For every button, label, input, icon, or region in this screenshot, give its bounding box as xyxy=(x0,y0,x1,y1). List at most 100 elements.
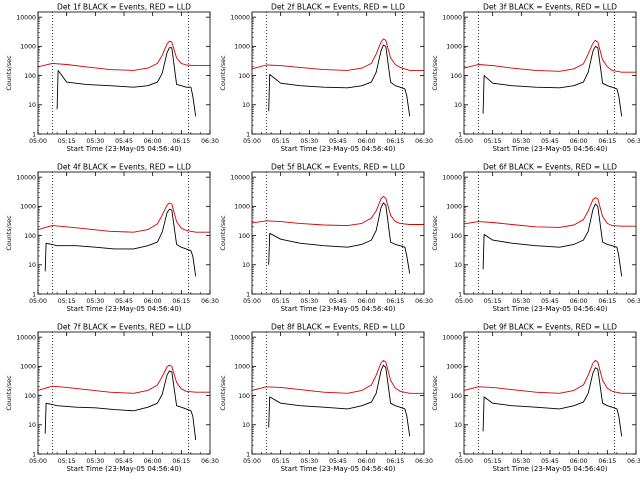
y-axis-label: Counts/sec xyxy=(5,375,13,411)
y-tick-label: 1 xyxy=(458,131,462,138)
x-tick-label: 05:00 xyxy=(243,298,261,305)
events-series-line xyxy=(482,45,623,117)
panel-title: Det 6f BLACK = Events, RED = LLD xyxy=(483,163,617,172)
lld-series-line xyxy=(251,195,424,227)
x-axis-label: Start Time (23-May-05 04:56:40) xyxy=(492,305,607,313)
x-tick-label: 06:15 xyxy=(172,138,190,145)
x-axis-label: Start Time (23-May-05 04:56:40) xyxy=(66,145,181,153)
y-tick-label: 1000 xyxy=(20,44,36,51)
x-tick-label: 05:15 xyxy=(484,458,502,465)
detector-panel-1: Det 1f BLACK = Events, RED = LLD 05:00 05:… xyxy=(5,3,219,154)
panel-title: Det 5f BLACK = Events, RED = LLD xyxy=(271,163,405,172)
x-tick-label: 06:15 xyxy=(386,138,404,145)
y-tick-label: 10 xyxy=(242,102,250,109)
x-tick-label: 05:45 xyxy=(115,458,133,465)
x-tick-label: 05:15 xyxy=(272,458,290,465)
y-axis-label: Counts/sec xyxy=(219,55,227,91)
x-axis-label: Start Time (23-May-05 04:56:40) xyxy=(280,465,395,473)
x-tick-label: 06:00 xyxy=(144,138,162,145)
y-tick-label: 10 xyxy=(454,262,462,269)
x-tick-label: 06:30 xyxy=(415,298,433,305)
x-tick-label: 06:30 xyxy=(201,138,219,145)
x-axis-label: Start Time (23-May-05 04:56:40) xyxy=(492,145,607,153)
x-tick-label: 06:15 xyxy=(172,298,190,305)
x-tick-label: 05:00 xyxy=(29,298,47,305)
y-tick-label: 1 xyxy=(32,451,36,458)
plot-frame xyxy=(251,11,425,135)
lld-series-line xyxy=(37,40,210,71)
x-tick-label: 06:15 xyxy=(598,458,616,465)
y-tick-label: 100 xyxy=(238,73,250,80)
x-tick-label: 05:30 xyxy=(512,298,530,305)
y-tick-label: 1 xyxy=(246,451,250,458)
detector-panel-4: Det 4f BLACK = Events, RED = LLD 05:00 05:… xyxy=(5,163,219,314)
y-tick-label: 10 xyxy=(454,102,462,109)
y-tick-label: 1 xyxy=(458,451,462,458)
x-tick-label: 05:00 xyxy=(455,458,473,465)
x-tick-label: 05:00 xyxy=(455,138,473,145)
x-tick-label: 06:30 xyxy=(627,138,640,145)
y-tick-label: 1 xyxy=(458,291,462,298)
lld-series-line xyxy=(251,38,424,71)
y-tick-label: 1 xyxy=(246,291,250,298)
y-tick-label: 1000 xyxy=(234,44,250,51)
events-series-line xyxy=(482,367,623,437)
lld-series-line xyxy=(463,359,636,394)
events-series-line xyxy=(44,370,197,441)
y-axis-label: Counts/sec xyxy=(5,55,13,91)
detector-panel-6: Det 6f BLACK = Events, RED = LLD 05:00 05:… xyxy=(431,163,640,314)
x-tick-label: 06:30 xyxy=(627,458,640,465)
x-tick-label: 05:00 xyxy=(243,138,261,145)
y-tick-label: 100 xyxy=(450,393,462,400)
plot-frame xyxy=(463,171,637,295)
y-tick-label: 100 xyxy=(24,233,36,240)
events-series-line xyxy=(268,202,411,274)
y-tick-label: 10 xyxy=(242,262,250,269)
y-tick-label: 10000 xyxy=(230,174,250,181)
y-axis-label: Counts/sec xyxy=(5,215,13,251)
x-tick-label: 06:30 xyxy=(415,138,433,145)
x-tick-label: 05:15 xyxy=(58,138,76,145)
x-tick-label: 05:15 xyxy=(58,298,76,305)
x-tick-label: 06:00 xyxy=(358,298,376,305)
x-axis-label: Start Time (23-May-05 04:56:40) xyxy=(280,305,395,313)
y-axis-label: Counts/sec xyxy=(431,55,439,91)
y-tick-label: 10000 xyxy=(442,334,462,341)
x-tick-label: 05:45 xyxy=(329,458,347,465)
y-tick-label: 10000 xyxy=(16,174,36,181)
y-tick-label: 10000 xyxy=(442,174,462,181)
y-tick-label: 1000 xyxy=(446,364,462,371)
y-tick-label: 100 xyxy=(450,73,462,80)
y-tick-label: 1 xyxy=(32,291,36,298)
x-axis-label: Start Time (23-May-05 04:56:40) xyxy=(492,465,607,473)
x-tick-label: 06:00 xyxy=(144,458,162,465)
x-tick-label: 05:00 xyxy=(243,458,261,465)
y-tick-label: 1000 xyxy=(20,204,36,211)
events-series-line xyxy=(268,364,411,437)
x-tick-label: 06:00 xyxy=(144,298,162,305)
detector-panel-7: Det 7f BLACK = Events, RED = LLD 05:00 05:… xyxy=(5,323,219,474)
x-tick-label: 06:15 xyxy=(386,458,404,465)
x-tick-label: 05:15 xyxy=(484,138,502,145)
x-tick-label: 06:15 xyxy=(172,458,190,465)
x-tick-label: 06:15 xyxy=(386,298,404,305)
events-series-line xyxy=(268,44,411,117)
x-tick-label: 05:45 xyxy=(115,138,133,145)
x-tick-label: 05:00 xyxy=(29,458,47,465)
y-axis-label: Counts/sec xyxy=(219,215,227,251)
detector-panel-9: Det 9f BLACK = Events, RED = LLD 05:00 05:… xyxy=(431,323,640,474)
x-tick-label: 05:30 xyxy=(86,298,104,305)
panel-title: Det 2f BLACK = Events, RED = LLD xyxy=(271,3,405,12)
x-tick-label: 05:45 xyxy=(329,138,347,145)
y-tick-label: 100 xyxy=(238,393,250,400)
y-tick-label: 100 xyxy=(450,233,462,240)
x-tick-label: 06:00 xyxy=(570,458,588,465)
x-axis-label: Start Time (23-May-05 04:56:40) xyxy=(66,305,181,313)
panel-title: Det 3f BLACK = Events, RED = LLD xyxy=(483,3,617,12)
plot-frame xyxy=(463,11,637,135)
lld-series-line xyxy=(37,202,210,233)
detector-panel-2: Det 2f BLACK = Events, RED = LLD 05:00 05:… xyxy=(219,3,433,154)
y-axis-label: Counts/sec xyxy=(431,375,439,411)
plot-frame xyxy=(251,171,425,295)
